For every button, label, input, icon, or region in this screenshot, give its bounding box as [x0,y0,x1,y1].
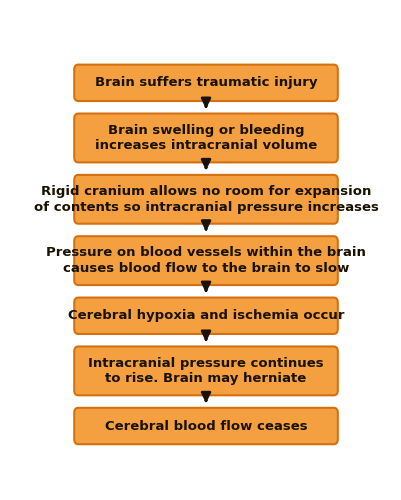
Text: Rigid cranium allows no room for expansion
of contents so intracranial pressure : Rigid cranium allows no room for expansi… [34,185,377,214]
Text: Brain swelling or bleeding
increases intracranial volume: Brain swelling or bleeding increases int… [95,124,316,152]
Text: Intracranial pressure continues
to rise. Brain may herniate: Intracranial pressure continues to rise.… [88,356,323,385]
FancyBboxPatch shape [74,175,337,224]
FancyBboxPatch shape [74,346,337,396]
Text: Cerebral blood flow ceases: Cerebral blood flow ceases [104,420,307,432]
FancyBboxPatch shape [74,236,337,285]
FancyBboxPatch shape [74,408,337,444]
FancyBboxPatch shape [74,298,337,334]
FancyBboxPatch shape [74,114,337,162]
FancyBboxPatch shape [74,64,337,101]
Text: Pressure on blood vessels within the brain
causes blood flow to the brain to slo: Pressure on blood vessels within the bra… [46,246,365,275]
Text: Cerebral hypoxia and ischemia occur: Cerebral hypoxia and ischemia occur [68,310,343,322]
Text: Brain suffers traumatic injury: Brain suffers traumatic injury [95,76,316,90]
